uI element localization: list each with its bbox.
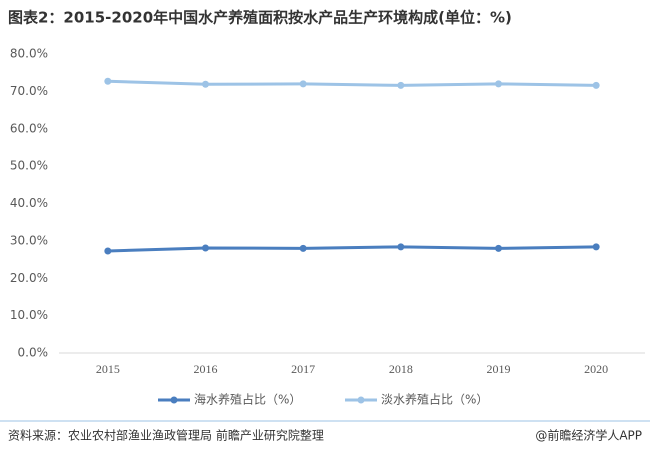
y-tick-label: 50.0%	[10, 159, 48, 173]
point	[592, 81, 600, 89]
point	[104, 77, 112, 85]
y-tick-label: 70.0%	[10, 84, 48, 98]
point	[299, 80, 307, 88]
series-line	[107, 245, 597, 253]
point	[592, 243, 600, 251]
y-tick-label: 10.0%	[10, 308, 48, 322]
legend-label: 海水养殖占比（%）	[194, 392, 301, 407]
x-tick-label: 2018	[389, 362, 413, 376]
y-tick-label: 30.0%	[10, 233, 48, 247]
point	[495, 80, 502, 88]
credit: @前瞻经济学人APP	[535, 428, 642, 443]
x-tick-label: 2016	[194, 362, 218, 376]
y-tick-label: 0.0%	[18, 346, 49, 360]
point	[397, 243, 405, 251]
x-tick-label: 2017	[291, 362, 315, 376]
y-tick-label: 40.0%	[10, 196, 48, 210]
chart-title: 图表2：2015-2020年中国水产养殖面积按水产品生产环境构成(单位：%)	[8, 9, 512, 27]
series-line	[107, 79, 597, 87]
point	[202, 244, 209, 252]
point	[299, 244, 307, 252]
point	[397, 81, 405, 89]
point	[104, 247, 112, 255]
point	[202, 80, 209, 88]
legend-marker	[357, 396, 365, 404]
source: 资料来源：农业农村部渔业渔政管理局 前瞻产业研究院整理	[8, 428, 324, 443]
x-tick-label: 2019	[487, 362, 511, 376]
legend-label: 淡水养殖占比（%）	[381, 392, 488, 407]
y-tick-label: 60.0%	[10, 121, 48, 135]
y-tick-label: 80.0%	[10, 47, 48, 61]
x-tick-label: 2015	[96, 362, 120, 376]
point	[495, 244, 502, 252]
y-tick-label: 20.0%	[10, 271, 48, 285]
legend-marker	[170, 396, 178, 404]
x-tick-label: 2020	[584, 362, 608, 376]
